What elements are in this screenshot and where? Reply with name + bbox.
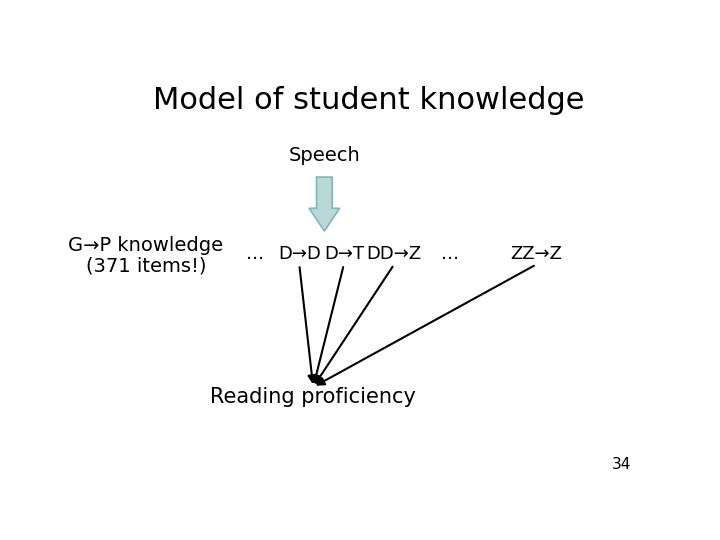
Polygon shape	[309, 177, 340, 231]
Text: Model of student knowledge: Model of student knowledge	[153, 85, 585, 114]
Text: …: …	[246, 245, 264, 263]
Text: D→T: D→T	[324, 245, 364, 263]
Text: (371 items!): (371 items!)	[86, 257, 206, 276]
Text: ZZ→Z: ZZ→Z	[510, 245, 562, 263]
Text: G→P knowledge: G→P knowledge	[68, 236, 223, 255]
Text: Speech: Speech	[289, 146, 360, 165]
Text: DD→Z: DD→Z	[366, 245, 422, 263]
Text: …: …	[441, 245, 459, 263]
Text: Reading proficiency: Reading proficiency	[210, 387, 416, 408]
Text: D→D: D→D	[278, 245, 320, 263]
Text: 34: 34	[612, 457, 631, 472]
